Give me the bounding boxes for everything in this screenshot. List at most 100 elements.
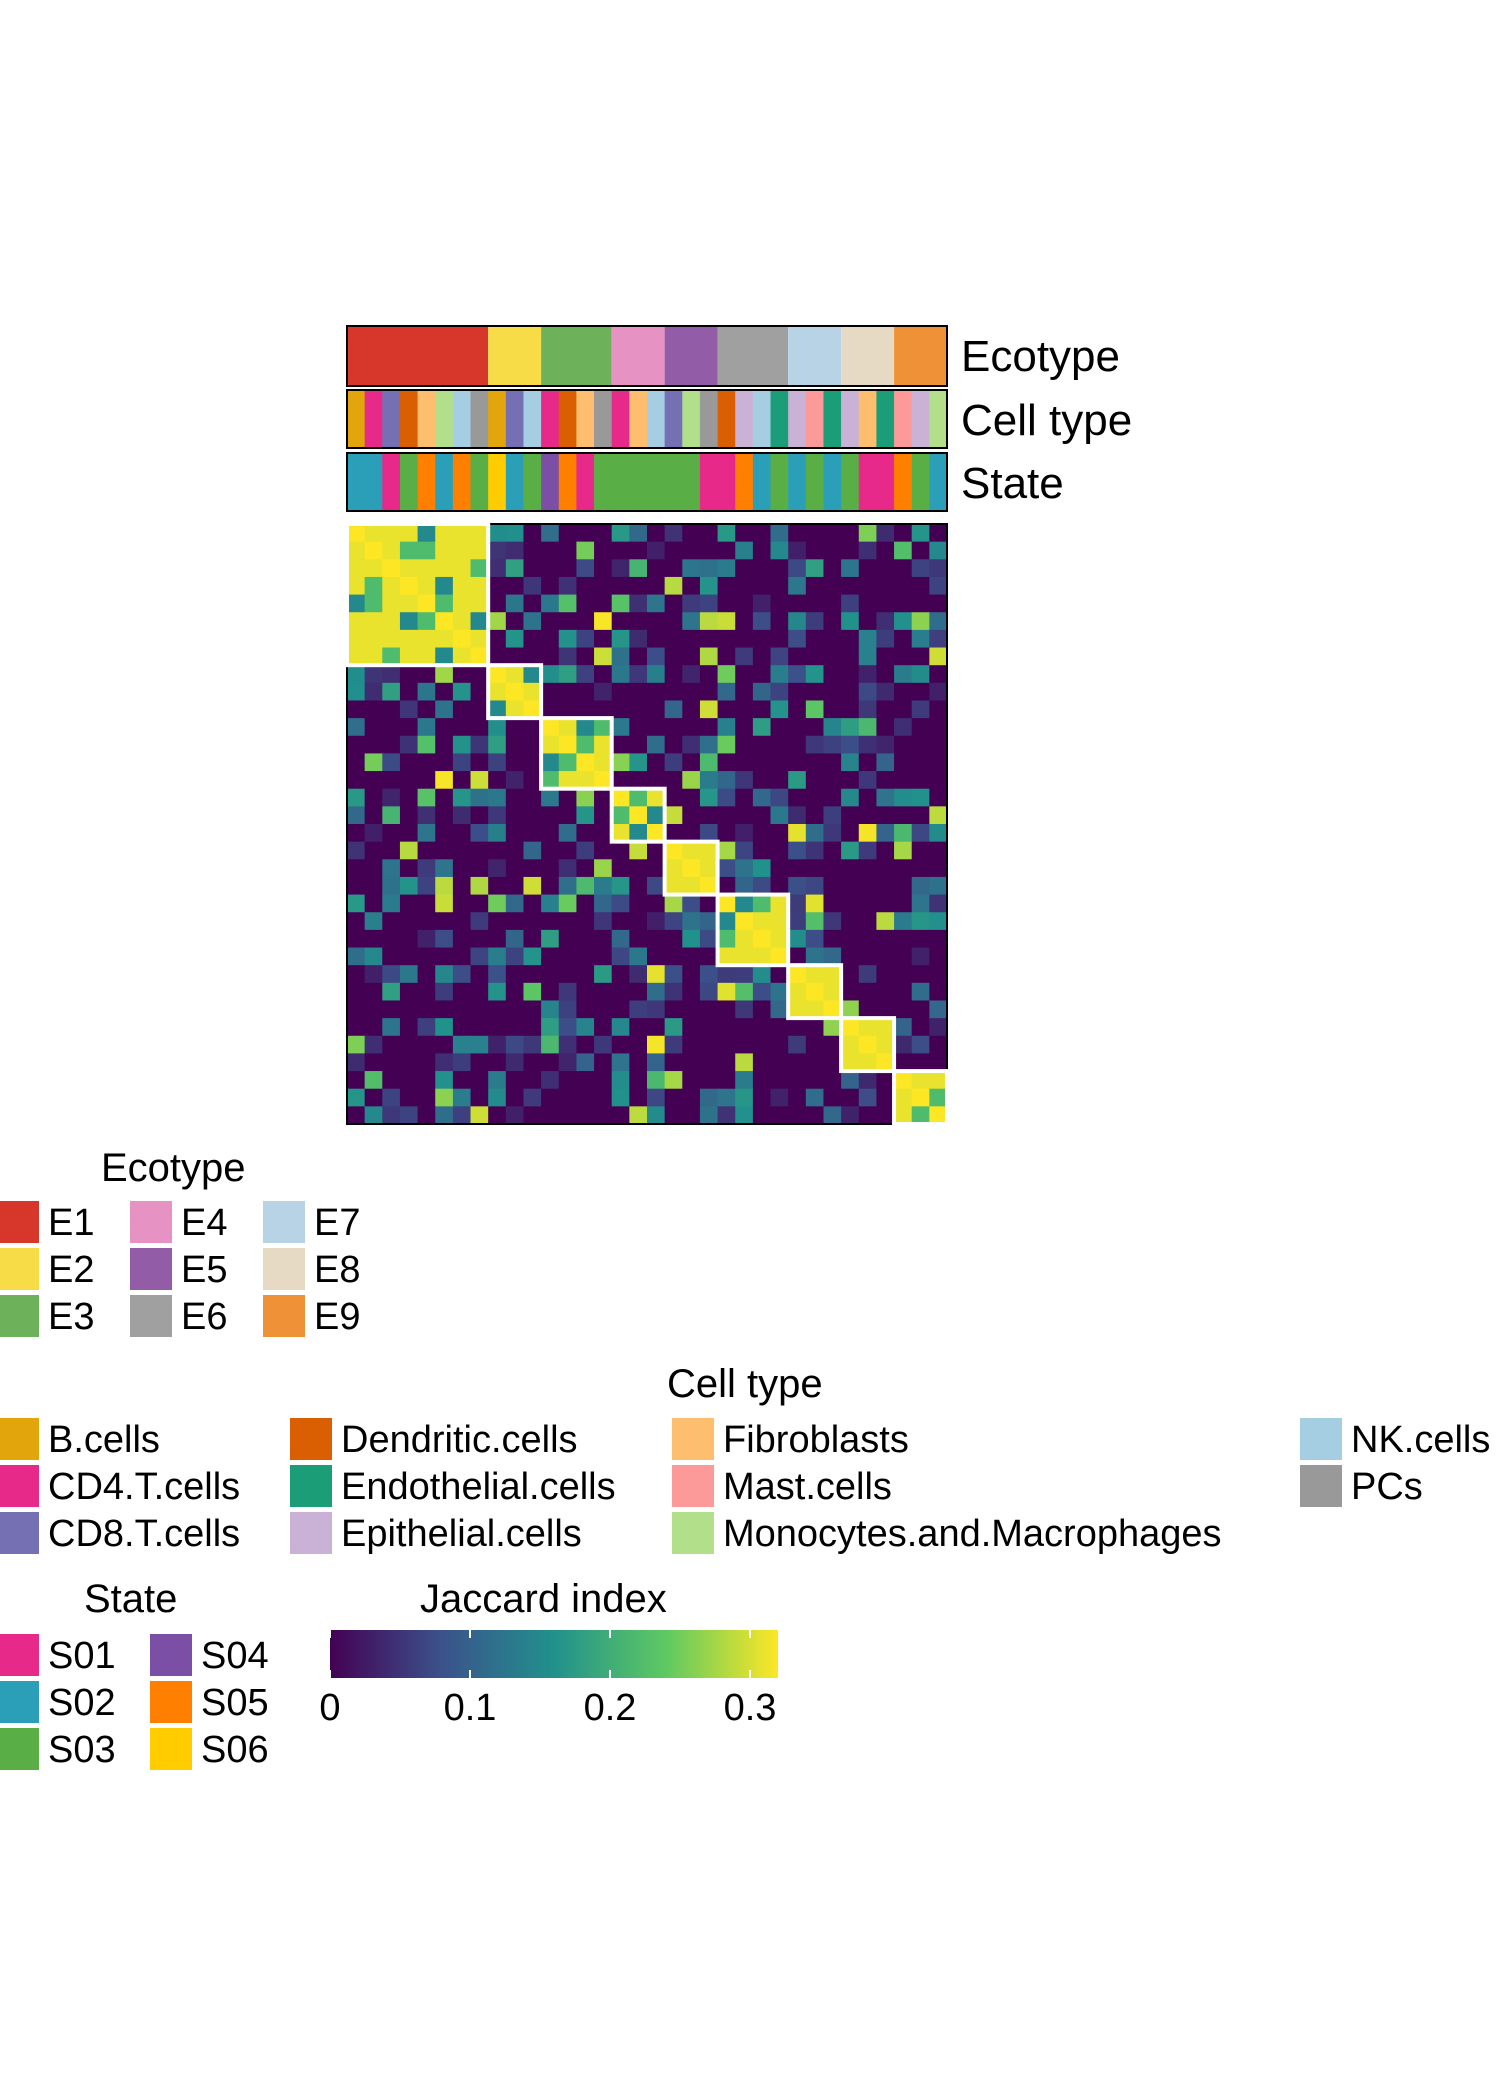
heatmap-cell: [752, 541, 772, 560]
heatmap-cell: [523, 947, 542, 966]
heatmap-cell: [347, 524, 366, 543]
heatmap-cell: [876, 1071, 895, 1090]
heatmap-cell: [858, 894, 877, 913]
heatmap-cell: [699, 788, 719, 807]
heatmap-cell: [717, 1018, 736, 1037]
heatmap-cell: [682, 771, 701, 790]
heatmap-cell: [347, 788, 366, 807]
heatmap-cell: [876, 912, 895, 931]
heatmap-cell: [629, 965, 648, 984]
heatmap-cell: [894, 947, 913, 966]
heatmap-cell: [858, 824, 877, 843]
heatmap-cell: [347, 1000, 366, 1019]
celltype-legend-cd8-t-cells-label: CD8.T.cells: [48, 1513, 240, 1555]
heatmap-cell: [664, 594, 683, 613]
heatmap-cell: [505, 912, 524, 931]
heatmap-cell: [417, 682, 436, 701]
heatmap-cell: [629, 576, 648, 596]
heatmap-cell: [435, 735, 454, 754]
heatmap-cell: [788, 771, 807, 790]
heatmap-cell: [717, 859, 736, 878]
heatmap-cell: [347, 559, 366, 578]
heatmap-cell: [823, 894, 842, 913]
heatmap-cell: [611, 594, 630, 613]
heatmap-cell: [435, 876, 454, 896]
ecotype-block-outline-E3: [539, 716, 614, 791]
heatmap-cell: [717, 824, 736, 843]
heatmap-cell: [841, 965, 860, 984]
heatmap-cell: [664, 965, 683, 984]
state-track-border: [346, 452, 948, 512]
heatmap-cell: [558, 718, 577, 737]
heatmap-cell: [523, 841, 542, 860]
heatmap-cell: [558, 647, 577, 666]
heatmap-cell: [435, 894, 454, 913]
heatmap-cell: [788, 824, 807, 843]
heatmap-cell: [752, 594, 772, 613]
heatmap-cell: [505, 982, 524, 1001]
heatmap-cell: [576, 612, 595, 631]
heatmap-cell: [523, 718, 542, 737]
heatmap-cell: [823, 806, 842, 825]
heatmap-cell: [576, 788, 595, 807]
heatmap-cell: [841, 947, 860, 966]
ecotype-block-outline-E1: [345, 522, 491, 668]
heatmap-cell: [735, 541, 754, 560]
heatmap-cell: [488, 894, 507, 913]
heatmap-cell: [347, 612, 366, 631]
heatmap-cell: [858, 541, 877, 560]
heatmap-cell: [911, 841, 930, 860]
state-track-cell: [876, 453, 895, 511]
heatmap-cell: [594, 682, 613, 701]
heatmap-cell: [876, 1088, 895, 1107]
heatmap-cell: [611, 876, 630, 896]
heatmap-cell: [823, 947, 842, 966]
heatmap-cell: [682, 594, 701, 613]
heatmap-cell: [735, 559, 754, 578]
state-legend: State S01 S02 S03 S04 S05 S06: [0, 1577, 269, 1771]
heatmap-cell: [382, 1018, 401, 1037]
heatmap-cell: [664, 912, 683, 931]
heatmap-cell: [823, 788, 842, 807]
heatmap-cell: [382, 771, 401, 790]
heatmap-cell: [752, 1106, 772, 1125]
heatmap-cell: [858, 1018, 877, 1037]
state-track-cell: [858, 453, 877, 511]
celltype-legend-cd4-t-cells-swatch: [0, 1465, 39, 1507]
heatmap-cell: [470, 1053, 489, 1072]
state-legend-S04-swatch: [150, 1634, 192, 1676]
heatmap-cell: [523, 1106, 542, 1125]
heatmap-cell: [929, 682, 948, 701]
heatmap-cell: [823, 700, 842, 719]
state-legend-S05-label: S05: [201, 1682, 269, 1724]
heatmap-cell: [823, 576, 842, 596]
heatmap-cell: [752, 665, 772, 684]
heatmap-cell: [682, 559, 701, 578]
celltype-track-cell: [594, 390, 613, 448]
heatmap-cell: [699, 894, 719, 913]
heatmap-cell: [364, 806, 383, 825]
heatmap-cell: [717, 735, 736, 754]
heatmap-cell: [682, 859, 701, 878]
heatmap-cell: [664, 1106, 683, 1125]
heatmap-cell: [611, 629, 630, 649]
heatmap-cell: [894, 965, 913, 984]
heatmap-cell: [770, 771, 789, 790]
heatmap-cell: [929, 629, 948, 649]
heatmap-cell: [894, 612, 913, 631]
heatmap-cell: [770, 824, 789, 843]
heatmap-cell: [823, 841, 842, 860]
heatmap-cell: [894, 1035, 913, 1054]
heatmap-cell: [929, 576, 948, 596]
heatmap-cell: [858, 1106, 877, 1125]
heatmap-cell: [788, 594, 807, 613]
heatmap-cell: [788, 541, 807, 560]
heatmap-cell: [911, 541, 930, 560]
heatmap-cell: [417, 700, 436, 719]
heatmap-cell: [841, 771, 860, 790]
heatmap-cell: [629, 647, 648, 666]
heatmap-cell: [929, 541, 948, 560]
heatmap-cell: [647, 576, 666, 596]
heatmap-cell: [841, 612, 860, 631]
heatmap-cell: [858, 947, 877, 966]
